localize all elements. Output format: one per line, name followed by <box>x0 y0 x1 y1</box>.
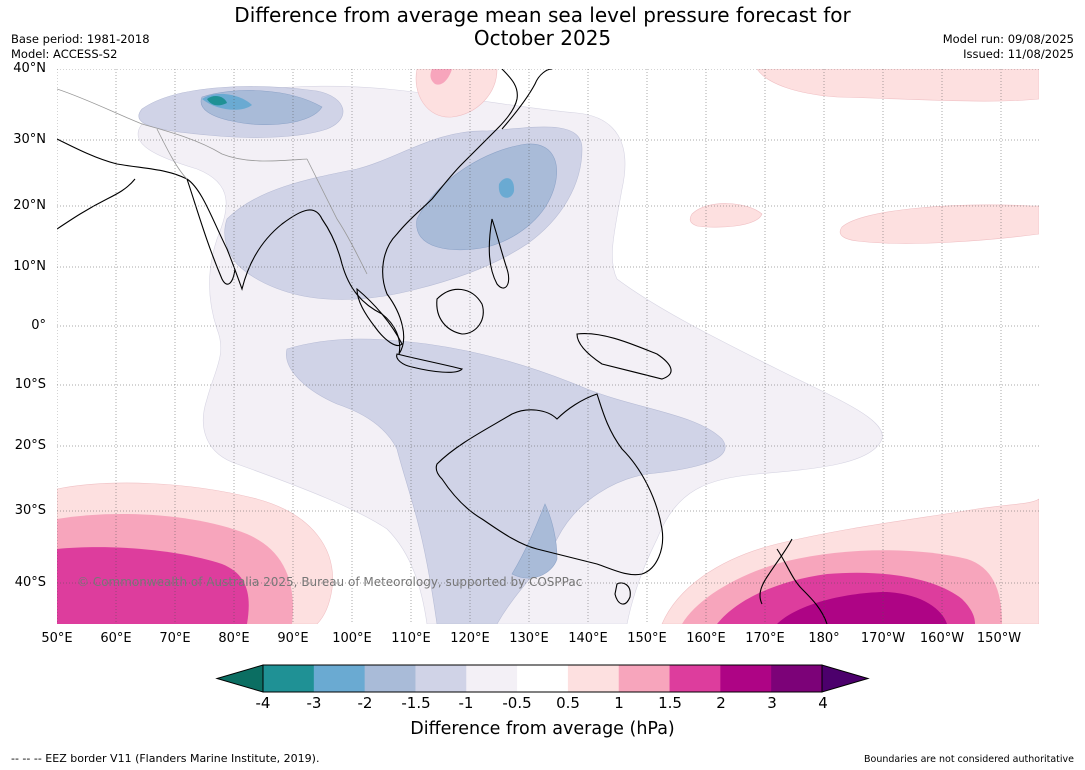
lon-label-130e: 130°E <box>509 631 549 646</box>
anomaly-region-plus-0-5-central-pacific <box>689 203 763 228</box>
anomaly-region-minus-2 <box>498 178 515 198</box>
anomaly-region-plus-2-southeast <box>777 592 947 624</box>
colorbar-tick: 1.5 <box>658 694 682 712</box>
anomaly-region-minus-3 <box>207 96 227 106</box>
lon-label-70e: 70°E <box>159 631 191 646</box>
border-line <box>57 88 308 162</box>
lat-label-30s: 30°S <box>14 503 46 518</box>
lon-label-110e: 110°E <box>391 631 431 646</box>
colorbar-arrow-high <box>821 664 870 693</box>
colorbar-segment <box>415 665 467 692</box>
colorbar-title: Difference from average (hPa) <box>410 719 675 739</box>
colorbar-frame <box>262 664 823 693</box>
anomaly-region-minus-1-5-pacific <box>416 143 557 251</box>
coastline-tasmania <box>614 582 631 605</box>
colorbar-tick: 0.5 <box>556 694 580 712</box>
anomaly-region-plus-0-5-hawaii <box>839 204 1039 244</box>
lon-label-160e: 160°E <box>686 631 726 646</box>
copyright-text: © Commonwealth of Australia 2025, Bureau… <box>77 575 582 589</box>
colorbar-segment <box>669 665 721 692</box>
coastline-new-guinea <box>576 333 672 380</box>
lon-label-100e: 100°E <box>332 631 372 646</box>
coastlines <box>57 69 828 624</box>
base-period: Base period: 1981-2018 <box>11 32 150 46</box>
anomaly-region-plus-1-5-southwest <box>57 547 249 624</box>
colorbar-arrow-low <box>215 664 264 693</box>
lat-label-10n: 10°N <box>13 259 46 274</box>
border-line <box>306 158 368 275</box>
colorbar-tick: -1.5 <box>401 694 431 712</box>
colorbar-segment <box>364 665 416 692</box>
model-run: Model run: 09/08/2025 <box>942 32 1074 46</box>
lat-label-20s: 20°S <box>14 438 46 453</box>
eez-legend: -- -- -- EEZ border V11 (Flanders Marine… <box>11 752 320 765</box>
colorbar-segment <box>466 665 518 692</box>
coastline-borneo <box>436 288 484 335</box>
title-line-2: October 2025 <box>473 26 612 50</box>
boundary-disclaimer: Boundaries are not considered authoritat… <box>864 754 1074 765</box>
coastline-asia <box>57 69 518 355</box>
colorbar <box>215 664 870 693</box>
colorbar-tick: -0.5 <box>502 694 532 712</box>
colorbar-tick: -1 <box>458 694 474 712</box>
coastline-sumatra <box>356 287 403 346</box>
colorbar-segment <box>618 665 671 692</box>
coastline-philippines <box>488 218 510 289</box>
lon-label-170e: 170°E <box>745 631 785 646</box>
pressure-anomaly-map: © Commonwealth of Australia 2025, Bureau… <box>57 69 1039 624</box>
lon-label-90e: 90°E <box>277 631 309 646</box>
lon-label-120e: 120°E <box>450 631 490 646</box>
model-name: Model: ACCESS-S2 <box>11 47 118 61</box>
coastline-java <box>396 353 463 373</box>
issued-date: Issued: 11/08/2025 <box>963 47 1074 61</box>
lon-label-150w: 150°W <box>976 631 1022 646</box>
lat-label-30n: 30°N <box>13 132 46 147</box>
colorbar-tick: 2 <box>716 694 726 712</box>
lon-label-60e: 60°E <box>100 631 132 646</box>
country-borders <box>57 88 368 275</box>
coastline-new-zealand <box>759 538 828 624</box>
coastline-japan <box>501 69 553 130</box>
lat-label-equator: 0° <box>31 318 46 333</box>
colorbar-tick: -2 <box>357 694 373 712</box>
meta-right: Model run: 09/08/2025 Issued: 11/08/2025 <box>943 32 1074 62</box>
colorbar-tick: 4 <box>818 694 828 712</box>
anomaly-region-minus-1-south <box>286 338 726 624</box>
lon-label-140e: 140°E <box>568 631 608 646</box>
colorbar-tick: 3 <box>767 694 777 712</box>
lon-label-50e: 50°E <box>41 631 73 646</box>
graticule <box>57 69 1039 624</box>
lon-label-170w: 170°W <box>860 631 906 646</box>
lon-label-160w: 160°W <box>919 631 965 646</box>
colorbar-tick: 1 <box>614 694 624 712</box>
anomaly-region-plus-1-japan <box>430 69 452 85</box>
lat-label-40n: 40°N <box>13 61 46 76</box>
coastline-india <box>186 178 236 285</box>
anomaly-region-minus-1-5-australia <box>511 503 558 579</box>
colorbar-segments <box>215 664 870 693</box>
colorbar-segment <box>517 665 569 692</box>
lat-label-10s: 10°S <box>14 377 46 392</box>
colorbar-segment <box>720 665 772 692</box>
coastline-australia <box>435 393 664 576</box>
coastline-arabia <box>57 178 136 230</box>
chart-title: Difference from average mean sea level p… <box>0 4 1085 50</box>
anomaly-region-plus-0-5-north-pacific <box>756 69 1039 102</box>
colorbar-segment <box>313 665 366 692</box>
border-line <box>156 128 188 180</box>
lat-label-40s: 40°S <box>14 575 46 590</box>
colorbar-tick: -4 <box>255 694 271 712</box>
lon-label-150e: 150°E <box>627 631 667 646</box>
title-line-1: Difference from average mean sea level p… <box>234 3 851 27</box>
lon-label-80e: 80°E <box>218 631 250 646</box>
colorbar-segment <box>567 665 620 692</box>
lon-label-180: 180° <box>808 631 840 646</box>
meta-left: Base period: 1981-2018 Model: ACCESS-S2 <box>11 32 150 62</box>
colorbar-segment <box>263 665 315 692</box>
colorbar-segment <box>771 665 823 692</box>
colorbar-tick: -3 <box>306 694 322 712</box>
lat-label-20n: 20°N <box>13 198 46 213</box>
